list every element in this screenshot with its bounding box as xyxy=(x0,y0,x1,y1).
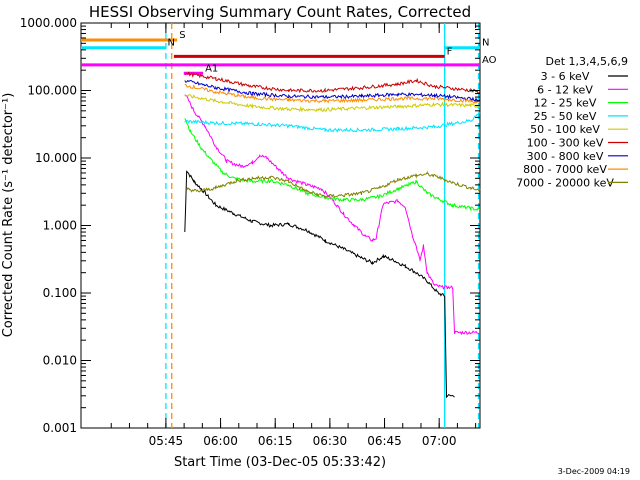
x-tick-label: 05:45 xyxy=(149,434,184,448)
y-tick-label: 1000.000 xyxy=(20,16,77,30)
legend-label: 6 - 12 keV xyxy=(537,83,593,96)
flag-label: F xyxy=(447,46,453,57)
x-axis-label: Start Time (03-Dec-05 05:33:42) xyxy=(174,455,386,470)
series-line xyxy=(184,110,481,133)
axis-ticks: 1000.000 100.000 10.000 1.000 0.100 0.010 0.00… xyxy=(20,16,480,448)
y-tick-label: 0.010 xyxy=(43,354,77,368)
legend-label: 300 - 800 keV xyxy=(527,150,604,163)
legend-label: 7000 - 20000 keV xyxy=(516,176,614,189)
flag-label: A1 xyxy=(205,63,218,74)
x-tick-label: 06:00 xyxy=(203,434,238,448)
series-line xyxy=(184,93,481,113)
flag-label: AO xyxy=(482,55,497,66)
flag-label: S xyxy=(179,30,185,41)
y-axis-label: Corrected Count Rate (s⁻¹ detector⁻¹) xyxy=(1,93,16,338)
legend-label: 50 - 100 keV xyxy=(530,123,600,136)
x-tick-label: 06:30 xyxy=(313,434,348,448)
legend-label: 100 - 300 keV xyxy=(527,137,604,150)
series-line xyxy=(184,170,455,399)
x-tick-label: 06:15 xyxy=(258,434,293,448)
y-tick-label: 0.001 xyxy=(43,421,77,435)
legend-label: 800 - 7000 keV xyxy=(523,163,607,176)
legend-label: 3 - 6 keV xyxy=(541,70,590,83)
flag-label: N xyxy=(482,38,489,49)
y-tick-label: 10.000 xyxy=(35,151,77,165)
legend-label: 25 - 50 keV xyxy=(534,110,597,123)
x-tick-label: 06:45 xyxy=(367,434,402,448)
y-tick-label: 1.000 xyxy=(43,219,77,233)
series-line xyxy=(184,118,481,212)
y-tick-label: 0.100 xyxy=(43,286,77,300)
chart-title: HESSI Observing Summary Count Rates, Cor… xyxy=(89,3,471,21)
y-tick-label: 100.000 xyxy=(27,84,77,98)
series-line xyxy=(184,79,481,103)
legend-title: Det 1,3,4,5,6,9 xyxy=(545,55,628,68)
plot-frame xyxy=(80,22,481,429)
legend-label: 12 - 25 keV xyxy=(534,97,597,110)
series-line xyxy=(184,71,481,94)
footer-timestamp: 3-Dec-2009 04:19 xyxy=(558,467,630,476)
flag-label: N xyxy=(168,38,175,49)
series-line xyxy=(184,83,481,105)
x-tick-label: 07:00 xyxy=(422,434,457,448)
series-line xyxy=(184,94,480,336)
series-line xyxy=(186,170,481,200)
